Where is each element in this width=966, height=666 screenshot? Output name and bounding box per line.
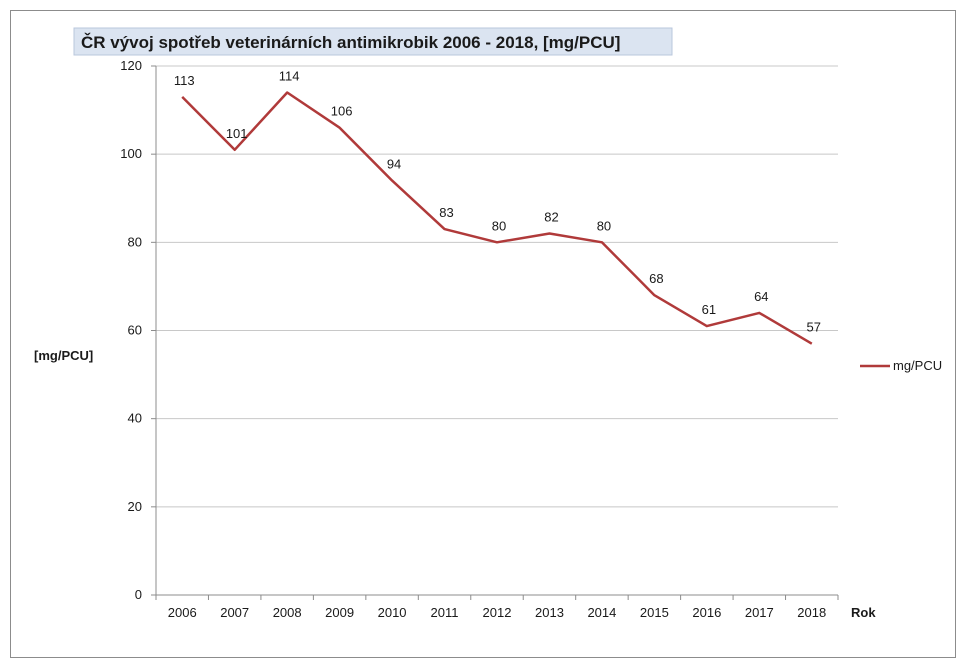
series-line <box>181 91 813 345</box>
data-label: 94 <box>387 157 401 172</box>
data-label: 80 <box>492 218 506 233</box>
x-tick-label: 2017 <box>745 605 774 620</box>
x-tick-label: 2014 <box>587 605 616 620</box>
data-label: 101 <box>226 126 248 141</box>
x-tick-label: 2012 <box>483 605 512 620</box>
x-tick-label: 2015 <box>640 605 669 620</box>
x-tick-label: 2016 <box>692 605 721 620</box>
x-tick-label: 2006 <box>168 605 197 620</box>
y-tick-label: 80 <box>128 234 142 249</box>
data-label: 113 <box>174 73 195 88</box>
line-chart: ČR vývoj spotřeb veterinárních antimikro… <box>34 27 942 620</box>
x-axis-title: Rok <box>851 605 876 620</box>
y-tick-label: 120 <box>120 58 142 73</box>
y-tick-label: 0 <box>135 587 142 602</box>
data-labels: 113 101 114 106 94 83 80 82 80 68 61 64 57 <box>174 68 821 334</box>
chart-title-background <box>73 27 673 56</box>
data-label: 114 <box>279 68 300 83</box>
x-tick-label: 2007 <box>220 605 249 620</box>
x-tick-label: 2010 <box>378 605 407 620</box>
data-label: 61 <box>702 302 716 317</box>
data-label: 83 <box>439 205 453 220</box>
series-layer <box>181 91 813 345</box>
data-label: 57 <box>807 320 821 335</box>
legend: mg/PCU <box>860 358 942 373</box>
y-tick-label: 100 <box>120 146 142 161</box>
legend-label: mg/PCU <box>893 358 942 373</box>
data-label: 64 <box>754 289 768 304</box>
data-label: 80 <box>597 218 611 233</box>
x-tick-label: 2018 <box>797 605 826 620</box>
grid-lines <box>156 65 838 508</box>
data-label: 82 <box>544 210 558 225</box>
y-tick-label: 60 <box>128 323 142 338</box>
axes: 0 20 40 60 80 100 120 2006 2007 2008 2009 2010 2011 2… <box>120 58 839 620</box>
data-label: 68 <box>649 271 663 286</box>
x-tick-label: 2009 <box>325 605 354 620</box>
y-axis-title: [mg/PCU] <box>34 348 93 363</box>
y-tick-label: 40 <box>128 411 142 426</box>
chart-frame: ČR vývoj spotřeb veterinárních antimikro… <box>10 10 956 658</box>
x-tick-label: 2013 <box>535 605 564 620</box>
y-tick-label: 20 <box>128 499 142 514</box>
x-tick-label: 2008 <box>273 605 302 620</box>
data-label: 106 <box>331 104 353 119</box>
chart-title: ČR vývoj spotřeb veterinárních antimikro… <box>81 33 620 52</box>
x-tick-label: 2011 <box>431 605 459 620</box>
